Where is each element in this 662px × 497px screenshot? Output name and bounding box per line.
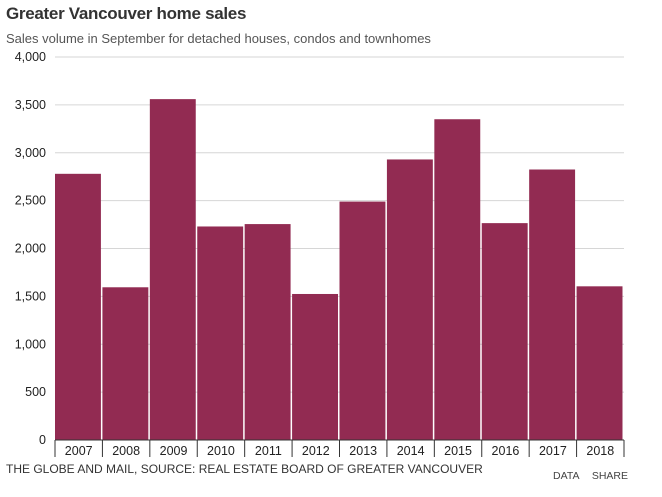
x-tick-label: 2013 bbox=[349, 444, 377, 458]
bar-2016 bbox=[481, 223, 528, 440]
bar-2017 bbox=[529, 169, 576, 440]
y-tick-label: 1,000 bbox=[15, 337, 46, 351]
chart-subtitle: Sales volume in September for detached h… bbox=[6, 31, 431, 46]
bar-2014 bbox=[386, 159, 433, 440]
y-tick-label: 1,500 bbox=[15, 289, 46, 303]
x-tick-label: 2018 bbox=[586, 444, 614, 458]
x-tick-label: 2007 bbox=[65, 444, 93, 458]
y-tick-label: 3,500 bbox=[15, 98, 46, 112]
source-credit: THE GLOBE AND MAIL, SOURCE: REAL ESTATE … bbox=[6, 462, 483, 476]
x-tick-label: 2011 bbox=[255, 444, 282, 458]
y-tick-label: 0 bbox=[39, 433, 46, 447]
bar-2013 bbox=[339, 201, 386, 440]
y-tick-label: 2,500 bbox=[15, 194, 46, 208]
x-tick-label: 2012 bbox=[302, 444, 330, 458]
y-tick-label: 500 bbox=[25, 385, 46, 399]
data-link[interactable]: DATA bbox=[553, 470, 579, 482]
x-tick-label: 2008 bbox=[112, 444, 140, 458]
bar-2010 bbox=[197, 226, 244, 440]
y-tick-label: 2,000 bbox=[15, 242, 46, 256]
x-tick-label: 2015 bbox=[444, 444, 472, 458]
x-tick-label: 2014 bbox=[397, 444, 425, 458]
bar-2012 bbox=[292, 293, 338, 440]
x-tick-label: 2016 bbox=[492, 444, 520, 458]
chart-title: Greater Vancouver home sales bbox=[6, 4, 247, 23]
y-tick-label: 4,000 bbox=[15, 50, 46, 64]
bar-2011 bbox=[244, 224, 291, 440]
bar-2015 bbox=[434, 119, 481, 441]
x-tick-label: 2010 bbox=[207, 444, 235, 458]
bar-2018 bbox=[576, 286, 623, 440]
x-tick-label: 2009 bbox=[160, 444, 188, 458]
x-tick-label: 2017 bbox=[539, 444, 567, 458]
bar-2009 bbox=[149, 99, 196, 440]
share-link[interactable]: SHARE bbox=[591, 470, 628, 482]
bar-2008 bbox=[102, 287, 149, 440]
bar-2007 bbox=[55, 173, 101, 440]
y-tick-label: 3,000 bbox=[15, 146, 46, 160]
